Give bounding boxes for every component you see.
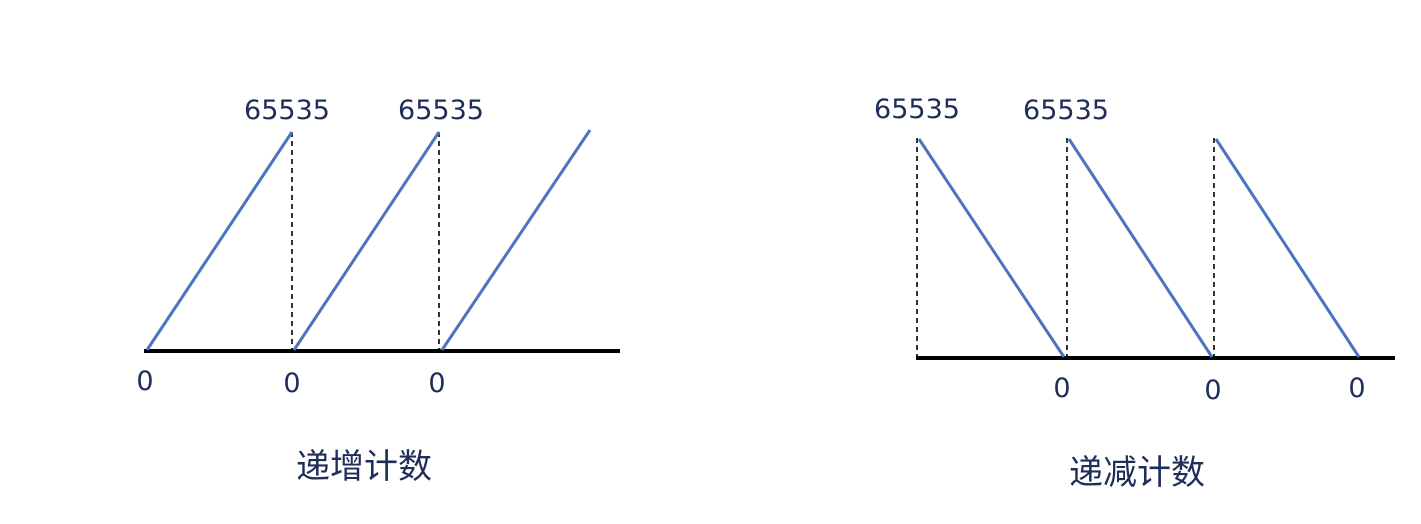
down-counting-ramp-1 xyxy=(917,138,1066,358)
down-counting-caption: 递减计数 xyxy=(1069,453,1205,493)
down-counting-zero-label: 0 xyxy=(1204,375,1221,406)
up-counting-ramp-2 xyxy=(292,131,441,351)
up-counting-zero-label: 0 xyxy=(136,366,153,397)
up-counting-zero-label: 0 xyxy=(428,368,445,399)
down-counting-ramp-2 xyxy=(1067,138,1214,358)
down-counting-zero-label: 0 xyxy=(1053,373,1070,404)
down-counting-panel: 65535 65535 0 0 0 递减计数 xyxy=(874,94,1395,493)
down-counting-peak-label: 65535 xyxy=(874,94,960,125)
down-counting-ramp-3 xyxy=(1214,138,1361,358)
up-counting-peak-label: 65535 xyxy=(398,95,484,126)
down-counting-peak-label: 65535 xyxy=(1023,95,1109,126)
up-counting-panel: 65535 65535 0 0 0 递增计数 xyxy=(136,95,620,487)
down-counting-zero-label: 0 xyxy=(1348,373,1365,404)
up-counting-caption: 递增计数 xyxy=(296,447,432,487)
up-counting-peak-label: 65535 xyxy=(244,95,330,126)
up-counting-ramp-3 xyxy=(440,129,592,351)
up-counting-ramp-1 xyxy=(145,131,294,351)
up-counting-zero-label: 0 xyxy=(283,368,300,399)
